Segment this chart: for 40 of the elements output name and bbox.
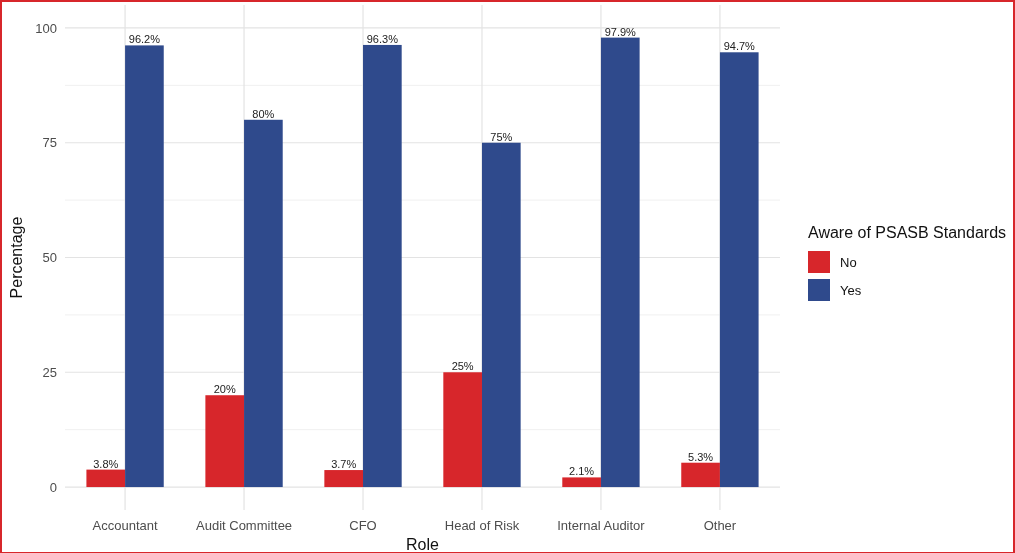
data-label: 96.3%	[366, 32, 399, 45]
legend-title: Aware of PSASB Standards	[808, 223, 1007, 241]
bar	[324, 470, 364, 488]
bar	[205, 395, 245, 488]
data-label: 75%	[490, 130, 513, 143]
data-label: 25%	[451, 360, 474, 373]
x-tick-label: Audit Committee	[196, 518, 293, 533]
x-tick-label: Internal Auditor	[557, 518, 646, 533]
y-tick-label: 100	[35, 20, 57, 36]
x-tick-label: CFO	[349, 518, 377, 533]
bar	[443, 372, 482, 488]
y-axis-title: Percentage	[8, 216, 25, 299]
data-label: 94.7%	[723, 40, 756, 53]
bar	[600, 37, 640, 488]
legend-label: Yes	[840, 282, 862, 298]
x-axis-title: Role	[406, 536, 440, 553]
data-label: 80%	[252, 107, 275, 120]
y-tick-label: 25	[42, 364, 57, 380]
bar	[363, 44, 402, 488]
data-label: 20%	[213, 383, 236, 396]
data-label: 97.9%	[604, 25, 637, 38]
x-tick-label: Accountant	[92, 518, 158, 533]
bar	[86, 469, 126, 488]
bar	[681, 462, 720, 488]
data-label: 2.1%	[569, 465, 595, 478]
bar	[562, 477, 601, 488]
bar	[719, 52, 759, 488]
y-tick-label: 50	[42, 250, 57, 266]
x-tick-label: Other	[703, 518, 737, 533]
y-tick-label: 75	[42, 135, 57, 151]
bar	[244, 119, 283, 488]
data-label: 3.7%	[331, 458, 357, 471]
y-tick-label: 0	[49, 479, 57, 495]
bar	[125, 45, 164, 488]
bar	[481, 142, 521, 488]
data-label: 5.3%	[688, 450, 714, 463]
x-tick-label: Head of Risk	[444, 518, 520, 533]
data-label: 96.2%	[128, 33, 161, 46]
legend-label: No	[840, 254, 857, 270]
data-label: 3.8%	[93, 457, 119, 470]
